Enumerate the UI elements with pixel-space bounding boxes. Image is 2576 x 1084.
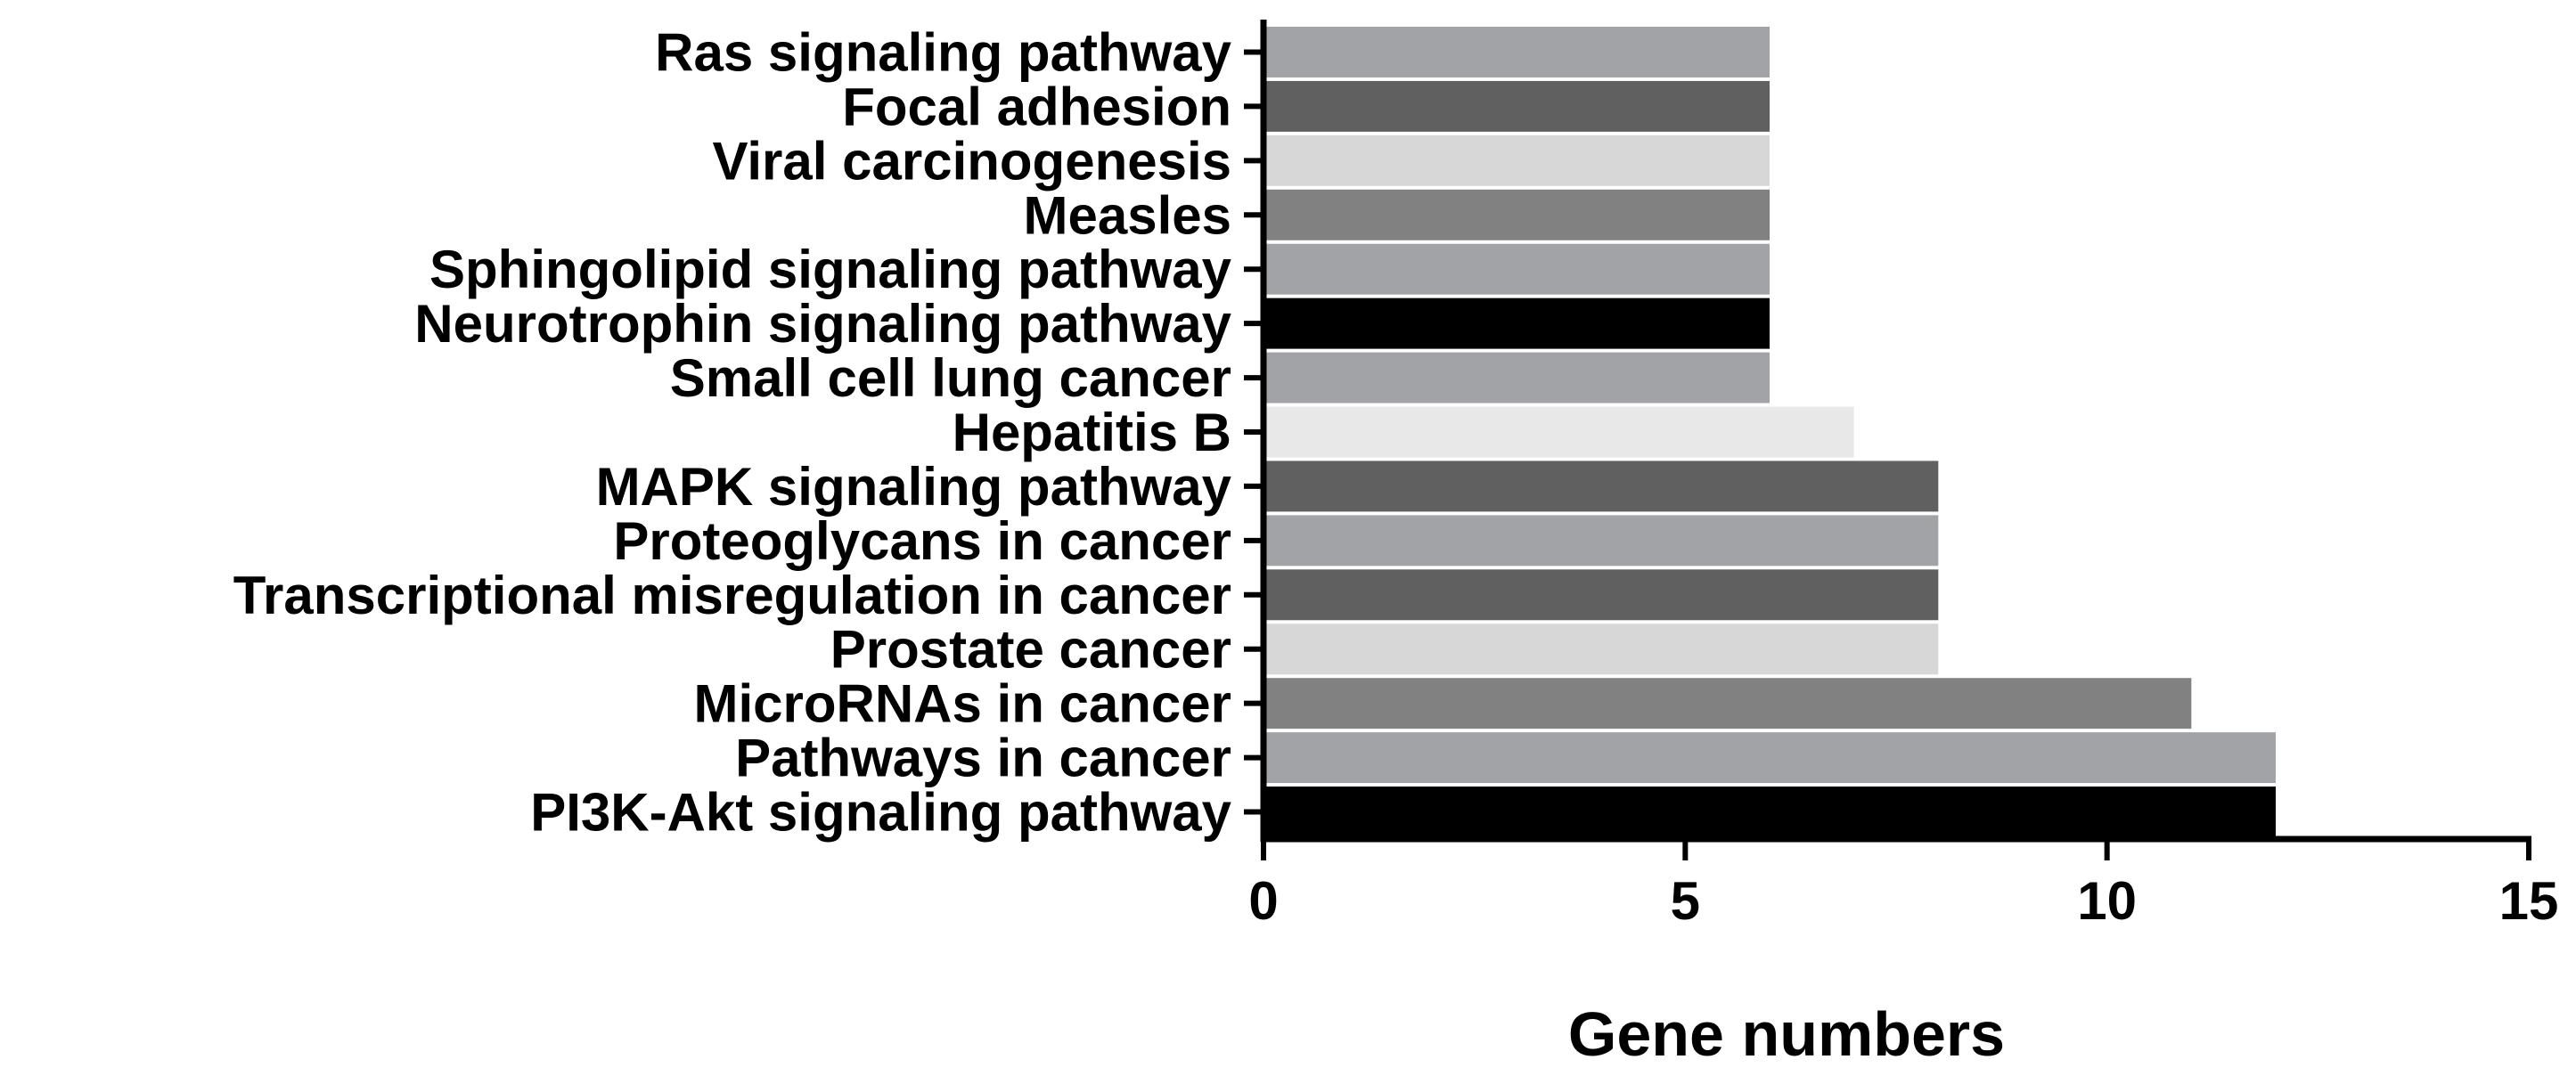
category-label-2: Viral carcinogenesis	[712, 131, 1231, 191]
bar-7	[1263, 406, 1854, 458]
category-label-12: MicroRNAs in cancer	[693, 674, 1231, 734]
bar-13	[1263, 732, 2276, 784]
x-tick-label-3: 15	[2499, 871, 2559, 931]
bar-11	[1263, 624, 1939, 675]
category-label-4: Sphingolipid signaling pathway	[429, 240, 1232, 299]
bar-2	[1263, 134, 1770, 186]
category-label-5: Neurotrophin signaling pathway	[414, 294, 1231, 354]
bars-group	[1263, 27, 2276, 837]
bar-10	[1263, 569, 1939, 621]
bar-1	[1263, 80, 1770, 132]
bar-8	[1263, 460, 1939, 512]
category-label-8: MAPK signaling pathway	[596, 457, 1232, 517]
category-label-13: Pathways in cancer	[735, 729, 1231, 788]
category-label-11: Prostate cancer	[830, 620, 1231, 680]
category-label-3: Measles	[1024, 185, 1232, 245]
category-label-1: Focal adhesion	[842, 77, 1231, 136]
bar-4	[1263, 243, 1770, 295]
x-tick-label-1: 5	[1671, 871, 1700, 931]
x-axis: 0 5 10 15	[1248, 835, 2559, 931]
x-tick-label-0: 0	[1248, 871, 1278, 931]
category-label-9: Proteoglycans in cancer	[613, 511, 1231, 571]
category-label-7: Hepatitis B	[953, 403, 1231, 462]
bar-14	[1263, 787, 2276, 837]
bar-5	[1263, 297, 1770, 349]
bar-12	[1263, 678, 2192, 729]
x-axis-title: Gene numbers	[1568, 999, 2005, 1069]
bar-3	[1263, 189, 1770, 240]
bar-6	[1263, 352, 1770, 403]
category-label-0: Ras signaling pathway	[655, 22, 1231, 82]
category-label-10: Transcriptional misregulation in cancer	[233, 566, 1231, 625]
x-tick-label-2: 10	[2077, 871, 2137, 931]
bar-9	[1263, 515, 1939, 566]
bar-0	[1263, 27, 1770, 77]
category-label-14: PI3K-Akt signaling pathway	[530, 783, 1231, 843]
category-label-6: Small cell lung cancer	[670, 348, 1231, 408]
